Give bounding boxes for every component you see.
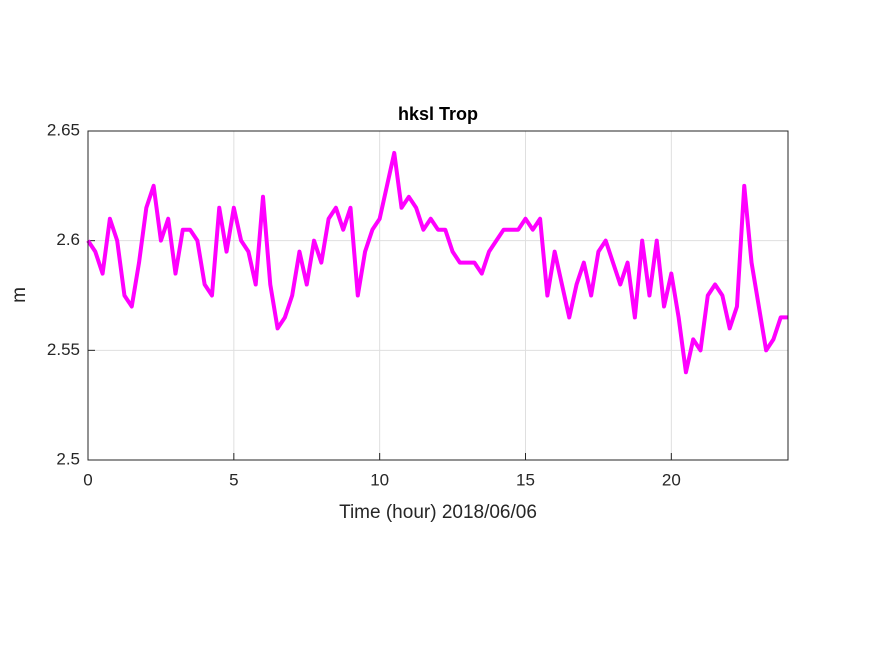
- x-tick-label: 20: [662, 470, 681, 489]
- x-tick-label: 15: [516, 470, 535, 489]
- chart-title: hksl Trop: [398, 104, 478, 124]
- y-axis-label: m: [9, 287, 30, 303]
- x-axis-label: Time (hour) 2018/06/06: [339, 502, 537, 523]
- axes-box: [87, 130, 789, 461]
- y-tick-label: 2.6: [56, 230, 80, 249]
- x-tick-label: 0: [83, 470, 92, 489]
- x-tick-label: 10: [370, 470, 389, 489]
- y-tick-label: 2.65: [47, 120, 80, 139]
- plot-area: [88, 131, 788, 460]
- y-tick-label: 2.55: [47, 340, 80, 359]
- x-tick-label: 5: [229, 470, 238, 489]
- data-line: [86, 150, 788, 375]
- y-tick-label: 2.5: [56, 449, 80, 468]
